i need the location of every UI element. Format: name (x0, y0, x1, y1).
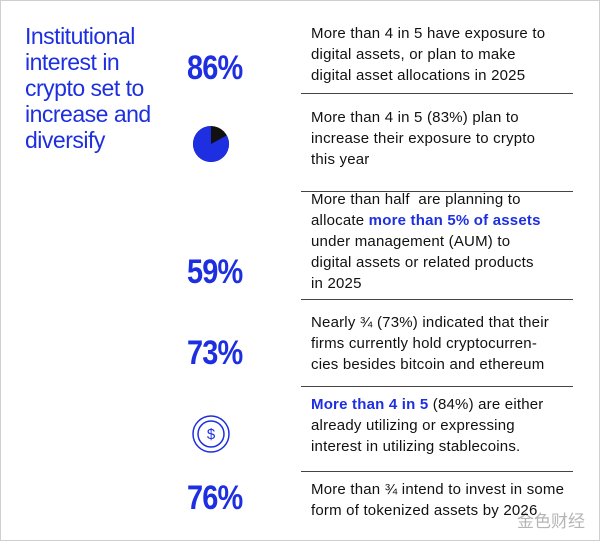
coin-outer (192, 415, 230, 453)
text: More than 4 in 5 (83%) plan to (311, 109, 519, 126)
text-line: More than 4 in 5 (83%) plan to (311, 109, 519, 126)
stat: 86% (187, 49, 243, 87)
separator (301, 471, 573, 472)
text: already utilizing or expressing (311, 417, 515, 434)
text-line: digital asset allocations in 2025 (311, 67, 525, 84)
text-line: digital assets, or plan to make (311, 46, 516, 63)
separator (301, 299, 573, 300)
text: in 2025 (311, 275, 362, 292)
text: digital asset allocations in 2025 (311, 67, 526, 84)
text: More than half are planning to (311, 191, 521, 208)
text: cies besides bitcoin and ethereum (311, 356, 545, 373)
text-line: interest in utilizing stablecoins. (311, 438, 520, 455)
text-line: More than 4 in 5 (84%) are either (311, 396, 544, 413)
separator (301, 93, 573, 94)
coin-symbol: $ (207, 426, 216, 443)
text-line: cies besides bitcoin and ethereum (311, 356, 544, 373)
text-line: allocate more than 5% of assets (311, 212, 541, 229)
stat: 59% (187, 253, 243, 291)
text-line: More than ¾ intend to invest in some (311, 481, 564, 498)
highlight: more than 5% of assets (368, 212, 541, 229)
text: digital assets or related products (311, 254, 534, 271)
text-line: in 2025 (311, 275, 362, 292)
title: Institutional interest in crypto set to … (25, 23, 151, 153)
text: this year (311, 151, 370, 168)
separator (301, 386, 573, 387)
text-line: More than 4 in 5 have exposure to (311, 25, 545, 42)
icon (193, 126, 229, 162)
text: under management (AUM) to (311, 233, 511, 250)
text: More than 4 in 5 have exposure to (311, 25, 546, 42)
text-line: form of tokenized assets by 2026 (311, 502, 538, 519)
text-line: digital assets or related products (311, 254, 534, 271)
text-line: Nearly ¾ (73%) indicated that their (311, 314, 549, 331)
text: firms currently hold cryptocurren- (311, 335, 538, 352)
text: More than ¾ intend to invest in some (311, 481, 565, 498)
text: interest in utilizing stablecoins. (311, 438, 521, 455)
text-line: under management (AUM) to (311, 233, 510, 250)
text: Nearly ¾ (73%) indicated that their (311, 314, 549, 331)
watermark: 金色财经 (517, 512, 585, 531)
stat: 73% (187, 334, 243, 372)
coin-inner (197, 420, 225, 448)
text: increase their exposure to crypto (311, 130, 536, 147)
text-line: increase their exposure to crypto (311, 130, 535, 147)
text: digital assets, or plan to make (311, 46, 516, 63)
icon: $ (192, 415, 230, 453)
stat: 76% (187, 479, 243, 517)
text: form of tokenized assets by 2026 (311, 502, 538, 519)
text: (84%) are either (428, 396, 544, 413)
text-line: already utilizing or expressing (311, 417, 515, 434)
text-line: More than half are planning to (311, 191, 521, 208)
separator (301, 191, 573, 192)
pie-slice (193, 126, 229, 162)
text: allocate (311, 212, 369, 229)
text-line: firms currently hold cryptocurren- (311, 335, 537, 352)
highlight: More than 4 in 5 (311, 396, 429, 413)
text-line: this year (311, 151, 370, 168)
